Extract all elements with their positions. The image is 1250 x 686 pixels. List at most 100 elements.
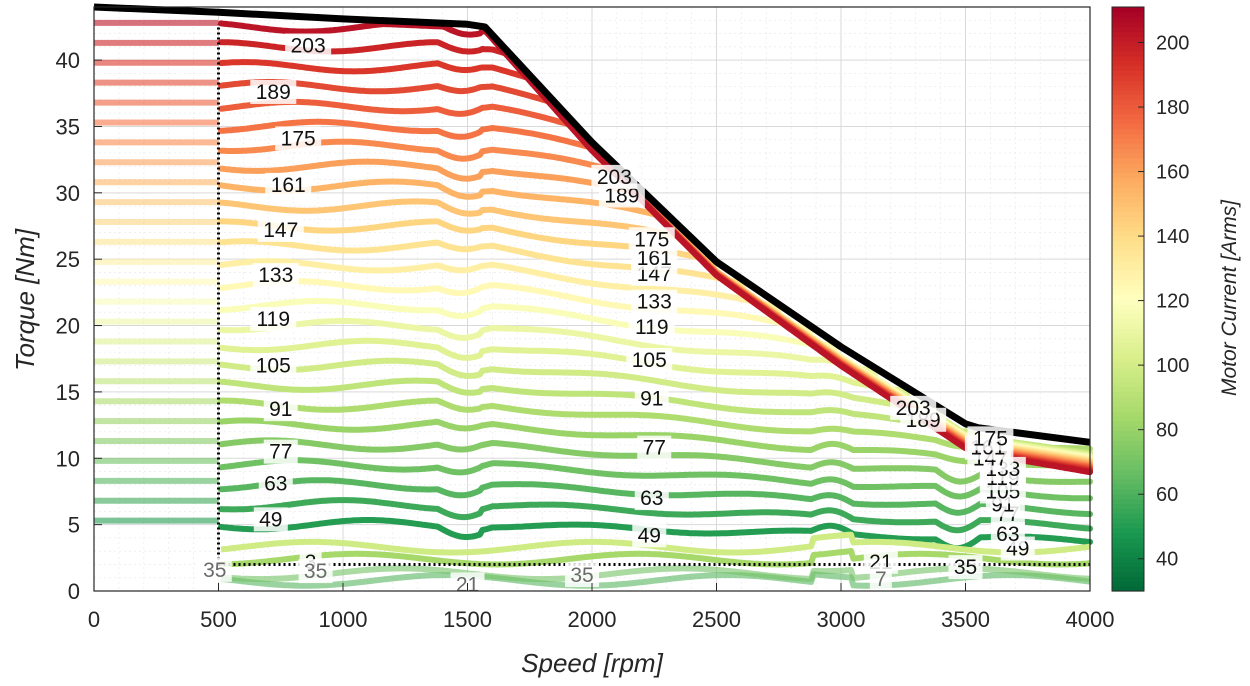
- contour-label-bg: [634, 386, 669, 411]
- contour-label: 77: [643, 437, 666, 460]
- contour-line-low: [220, 565, 1091, 583]
- contour-label: 105: [632, 349, 667, 372]
- colorbar-segment: [1112, 260, 1144, 266]
- colorbar-segment: [1112, 372, 1144, 378]
- contour-label-bg: [631, 289, 678, 314]
- colorbar-tick-label: 80: [1156, 420, 1178, 442]
- colorbar-segment: [1112, 138, 1144, 144]
- colorbar-tick-label: 60: [1156, 484, 1178, 506]
- y-axis-label: Torque [Nm]: [10, 228, 40, 371]
- contour-label: 203: [291, 34, 326, 57]
- colorbar-segment: [1112, 415, 1144, 422]
- colorbar-segment: [1112, 148, 1144, 154]
- colorbar-segment: [1112, 498, 1144, 504]
- colorbar-segment: [1112, 235, 1144, 242]
- contour-label: 35: [570, 564, 593, 587]
- y-tick-label: 40: [56, 48, 80, 73]
- x-tick-label: 1500: [443, 607, 492, 632]
- colorbar-segment: [1112, 65, 1144, 71]
- colorbar-segment: [1112, 177, 1144, 183]
- colorbar-tick-label: 40: [1156, 549, 1178, 571]
- contour-line-low: [220, 548, 1091, 568]
- colorbar-segment: [1112, 303, 1144, 310]
- contour-label: 189: [256, 81, 291, 104]
- operating-boundaries: [217, 24, 1090, 566]
- y-tick-label: 15: [56, 380, 80, 405]
- colorbar-segment: [1112, 269, 1144, 276]
- colorbar-segment: [1112, 41, 1144, 47]
- contour-label: 161: [271, 174, 306, 197]
- colorbar-segment: [1112, 367, 1144, 373]
- colorbar-segment: [1112, 581, 1144, 587]
- contour-label-bg: [565, 563, 600, 588]
- colorbar-segment: [1112, 114, 1144, 120]
- colorbar-segment: [1112, 226, 1144, 232]
- colorbar-segment: [1112, 264, 1144, 271]
- x-tick-label: 1000: [319, 607, 368, 632]
- colorbar-segment: [1112, 318, 1144, 324]
- contour-label: 63: [264, 472, 287, 495]
- colorbar-segment: [1112, 299, 1144, 305]
- contour-label-bg: [275, 126, 322, 151]
- contour-line: [218, 497, 1093, 534]
- y-tick-label: 25: [56, 247, 80, 272]
- colorbar-segment: [1112, 75, 1144, 81]
- contour-line: [218, 457, 1093, 502]
- y-tick-label: 5: [68, 513, 80, 538]
- colorbar-segment: [1112, 118, 1144, 125]
- contour-label: 189: [604, 184, 639, 207]
- contour-label: 91: [269, 398, 292, 421]
- contour-label: 147: [263, 219, 298, 242]
- colorbar-segment: [1112, 191, 1144, 198]
- colorbar-segment: [1112, 45, 1144, 52]
- y-tick-label: 10: [56, 446, 80, 471]
- colorbar-segment: [1112, 162, 1144, 169]
- contour-label: 35: [203, 559, 226, 582]
- contour-label: 119: [635, 316, 668, 339]
- contour-label: 133: [637, 291, 672, 314]
- colorbar-segment: [1112, 449, 1144, 456]
- contour-label-bg: [628, 314, 675, 339]
- contour-label-bg: [250, 306, 297, 331]
- colorbar-segment: [1112, 556, 1144, 563]
- colorbar-segment: [1112, 518, 1144, 524]
- x-tick-label: 3000: [817, 607, 866, 632]
- colorbar-segment: [1112, 123, 1144, 130]
- colorbar-segment: [1112, 221, 1144, 227]
- colorbar-segment: [1112, 187, 1144, 193]
- contour-label-bg: [967, 426, 1014, 451]
- colorbar-segment: [1112, 542, 1144, 548]
- colorbar-tick-label: 100: [1156, 355, 1189, 377]
- colorbar-segment: [1112, 333, 1144, 339]
- colorbar-segment: [1112, 157, 1144, 164]
- colorbar-segment: [1112, 323, 1144, 329]
- colorbar-segment: [1112, 36, 1144, 42]
- colorbar-segment: [1112, 586, 1144, 592]
- colorbar-segment: [1112, 337, 1144, 344]
- x-tick-label: 500: [200, 607, 237, 632]
- colorbar-segment: [1112, 503, 1144, 509]
- contour-label-bg: [257, 217, 304, 242]
- x-tick-label: 2500: [692, 607, 741, 632]
- contour-label-bg: [250, 353, 297, 378]
- contour-label: 133: [258, 264, 293, 287]
- colorbar-segment: [1112, 133, 1144, 139]
- contour-label-bg: [253, 507, 288, 532]
- colorbar-segment: [1112, 230, 1144, 237]
- colorbar-segment: [1112, 508, 1144, 514]
- contour-line: [218, 20, 1093, 476]
- colorbar-segment: [1112, 206, 1144, 212]
- colorbar-segment: [1112, 250, 1144, 256]
- contour-label-bg: [197, 557, 232, 582]
- colorbar-segment: [1112, 128, 1144, 135]
- y-tick-label: 30: [56, 181, 80, 206]
- contour-label-bg: [265, 172, 312, 197]
- colorbar-segment: [1112, 182, 1144, 188]
- colorbar-tick-label: 200: [1156, 32, 1189, 54]
- colorbar-segment: [1112, 7, 1144, 13]
- colorbar-segment: [1112, 211, 1144, 217]
- contour-label-bg: [626, 348, 673, 373]
- colorbar-segment: [1112, 488, 1144, 495]
